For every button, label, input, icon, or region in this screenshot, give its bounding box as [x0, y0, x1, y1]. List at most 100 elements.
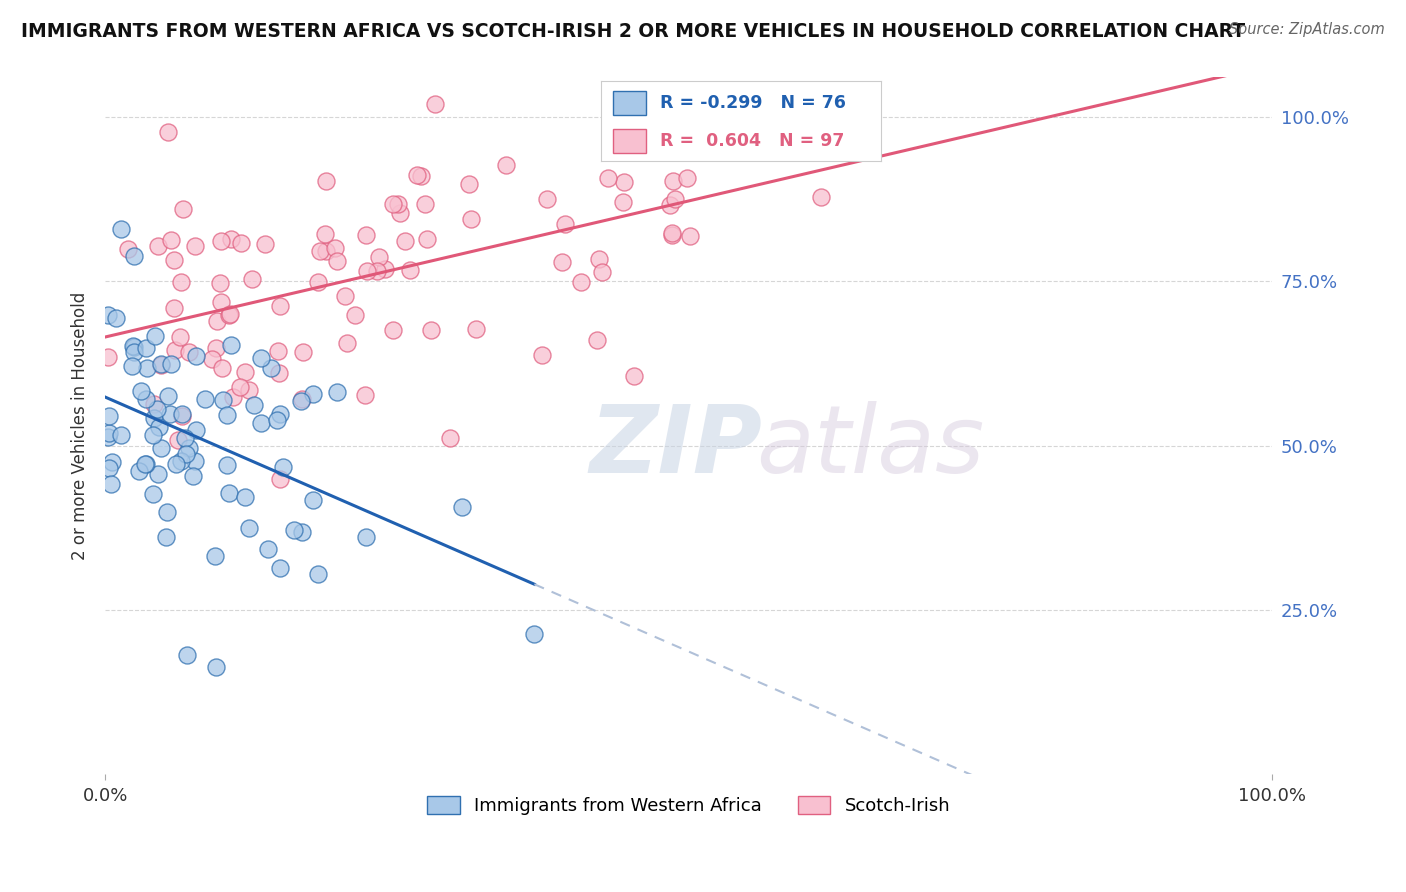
Point: [366, 264, 388, 278]
Point: [253, 237, 276, 252]
Point: [96, 351, 118, 365]
Point: [212, 392, 235, 407]
Point: [291, 524, 314, 539]
Point: [269, 472, 291, 486]
Point: [100, 477, 122, 491]
Point: [326, 254, 349, 268]
Point: [97, 425, 120, 440]
Point: [157, 125, 180, 139]
Point: [97, 461, 120, 475]
Point: [662, 174, 685, 188]
Point: [145, 329, 167, 343]
Point: [283, 523, 305, 537]
Point: [335, 336, 357, 351]
Point: [612, 195, 634, 210]
Point: [260, 360, 283, 375]
Point: [219, 338, 242, 352]
Legend: Immigrants from Western Africa, Scotch-Irish: Immigrants from Western Africa, Scotch-I…: [418, 787, 959, 824]
Point: [250, 416, 273, 430]
Point: [184, 239, 207, 253]
Point: [219, 232, 242, 246]
Point: [117, 242, 139, 256]
Point: [536, 192, 558, 206]
Point: [343, 308, 366, 322]
Point: [596, 171, 619, 186]
Point: [217, 408, 239, 422]
Point: [307, 275, 329, 289]
Point: [267, 366, 290, 380]
Point: [170, 275, 193, 289]
Point: [290, 394, 312, 409]
Point: [679, 228, 702, 243]
Point: [172, 407, 194, 421]
Point: [551, 255, 574, 269]
Point: [110, 427, 132, 442]
Point: [271, 459, 294, 474]
Point: [356, 264, 378, 278]
Point: [291, 392, 314, 406]
Point: [394, 234, 416, 248]
Point: [309, 244, 332, 258]
Point: [122, 339, 145, 353]
Point: [136, 361, 159, 376]
Point: [211, 361, 233, 376]
Point: [218, 308, 240, 322]
Point: [523, 626, 546, 640]
Point: [292, 344, 315, 359]
Point: [157, 389, 180, 403]
Point: [204, 549, 226, 564]
Point: [382, 197, 405, 211]
Point: [162, 301, 184, 315]
Point: [571, 275, 593, 289]
Point: [135, 341, 157, 355]
Point: [181, 468, 204, 483]
Point: [661, 227, 683, 241]
Point: [204, 341, 226, 355]
Point: [135, 457, 157, 471]
Text: IMMIGRANTS FROM WESTERN AFRICA VS SCOTCH-IRISH 2 OR MORE VEHICLES IN HOUSEHOLD C: IMMIGRANTS FROM WESTERN AFRICA VS SCOTCH…: [21, 22, 1246, 41]
Point: [204, 660, 226, 674]
Point: [184, 454, 207, 468]
Point: [148, 420, 170, 434]
Point: [810, 190, 832, 204]
Point: [110, 221, 132, 235]
Point: [269, 299, 291, 313]
Point: [209, 295, 232, 310]
Point: [315, 174, 337, 188]
Text: atlas: atlas: [756, 401, 984, 492]
Point: [135, 392, 157, 406]
Point: [160, 233, 183, 247]
Point: [353, 388, 375, 402]
Point: [389, 205, 412, 219]
Point: [269, 407, 291, 421]
Point: [238, 383, 260, 397]
Point: [215, 458, 238, 473]
Point: [302, 386, 325, 401]
Point: [675, 171, 697, 186]
Point: [176, 648, 198, 663]
Point: [142, 487, 165, 501]
Point: [155, 530, 177, 544]
Point: [460, 212, 482, 227]
Point: [122, 344, 145, 359]
Point: [150, 442, 173, 456]
Point: [149, 357, 172, 371]
Point: [165, 458, 187, 472]
Point: [420, 323, 443, 337]
Point: [592, 265, 614, 279]
Point: [134, 457, 156, 471]
Point: [229, 380, 252, 394]
Point: [406, 168, 429, 182]
Point: [218, 307, 240, 321]
Point: [233, 490, 256, 504]
Point: [531, 348, 554, 362]
Point: [149, 358, 172, 372]
Point: [623, 369, 645, 384]
Point: [416, 232, 439, 246]
Point: [177, 344, 200, 359]
Point: [409, 169, 432, 183]
Point: [170, 454, 193, 468]
Point: [307, 567, 329, 582]
Point: [256, 542, 278, 557]
Point: [160, 357, 183, 371]
